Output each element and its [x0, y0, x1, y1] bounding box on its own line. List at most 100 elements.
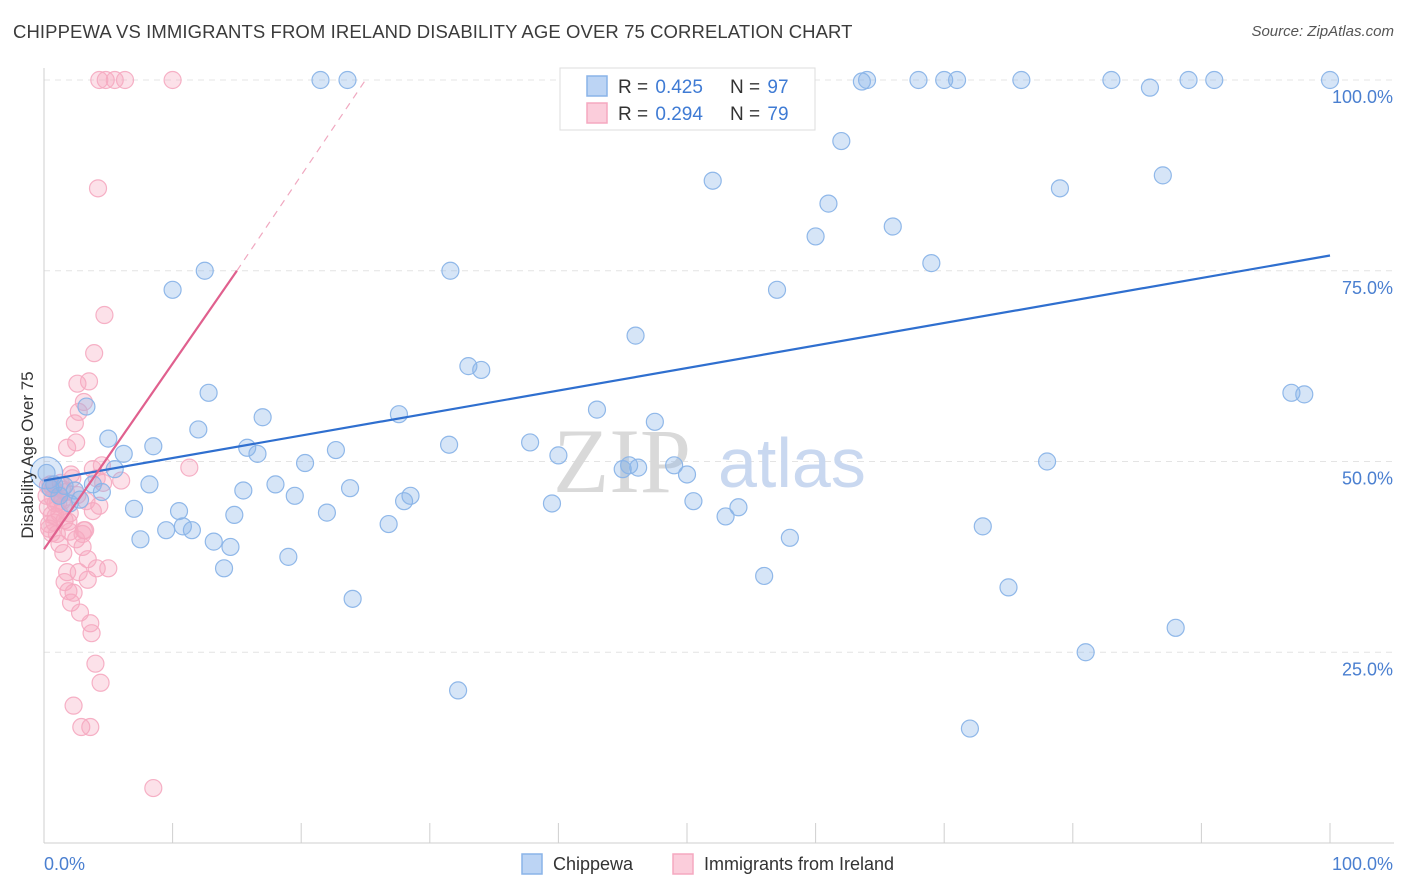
svg-text:R = 0.425: R = 0.425	[618, 77, 703, 98]
chippewa-point-76	[857, 70, 877, 90]
grid-lines	[44, 79, 1394, 653]
chippewa-point-18	[157, 521, 176, 540]
ireland-point-76	[55, 572, 74, 592]
chippewa-point-78	[909, 70, 928, 90]
x-tick-label-1: 100.0%	[1332, 854, 1393, 874]
chippewa-point-28	[221, 537, 240, 557]
axes	[43, 68, 1394, 844]
legend-swatch-chippewa	[586, 75, 608, 97]
legend-box: R = 0.425 N = 97 R = 0.294 N = 79	[559, 67, 816, 131]
legend-r-label-1: R =	[618, 77, 653, 98]
y-axis-title: Disability Age Over 75	[18, 371, 37, 538]
ireland-point-60	[58, 438, 77, 457]
bottom-legend-swatch-ireland	[672, 853, 694, 875]
y-tick-labels: 25.0% 50.0% 75.0% 100.0%	[1332, 87, 1393, 679]
ireland-point-48	[112, 471, 131, 490]
ireland-point-33	[79, 372, 99, 391]
chippewa-points	[29, 70, 1340, 738]
ireland-point-70	[42, 524, 61, 543]
chippewa-point-35	[279, 547, 298, 566]
chippewa-point-26	[204, 532, 223, 551]
chippewa-point-36	[285, 486, 304, 505]
chippewa-point-23	[189, 420, 208, 439]
chippewa-point-72	[806, 227, 825, 246]
x-tick-label-0: 0.0%	[44, 854, 85, 874]
chippewa-point-83	[973, 517, 992, 536]
ireland-point-73	[78, 550, 97, 569]
chippewa-point-87	[1050, 179, 1070, 198]
chippewa-point-8	[77, 397, 96, 416]
chippewa-point-47	[401, 486, 420, 505]
bottom-legend: Chippewa Immigrants from Ireland	[521, 853, 894, 875]
chippewa-point-55	[549, 446, 568, 465]
chippewa-point-85	[1012, 70, 1031, 90]
chippewa-point-53	[521, 433, 540, 452]
chippewa-point-82	[960, 719, 980, 738]
legend-r-label-2: R =	[618, 104, 653, 125]
chippewa-point-44	[379, 514, 398, 534]
legend-r-value-1: 0.425	[655, 77, 703, 98]
chippewa-point-49	[441, 261, 460, 280]
chippewa-point-large	[29, 456, 64, 490]
chippewa-point-90	[1140, 78, 1160, 97]
chippewa-point-40	[326, 440, 346, 460]
chippewa-point-52	[472, 360, 491, 380]
ireland-point-37	[85, 344, 104, 363]
ireland-point-49	[115, 70, 135, 90]
chippewa-point-13	[114, 444, 133, 463]
legend-r-value-2: 0.294	[655, 104, 703, 125]
bottom-legend-label-chippewa: Chippewa	[553, 854, 634, 874]
chippewa-point-88	[1076, 643, 1095, 662]
x-tick-labels: 0.0% 100.0%	[44, 854, 1393, 874]
chippewa-point-37	[295, 453, 315, 473]
chippewa-point-29	[225, 505, 244, 525]
bottom-legend-label-ireland: Immigrants from Ireland	[704, 854, 894, 874]
chippewa-point-70	[767, 280, 787, 299]
legend-n-label-2: N =	[730, 104, 765, 125]
chart-source: Source: ZipAtlas.com	[1251, 23, 1394, 40]
chippewa-point-43	[343, 589, 362, 608]
ireland-point-46	[99, 559, 118, 578]
chippewa-point-22	[182, 521, 201, 540]
chippewa-point-16	[140, 475, 159, 494]
chippewa-point-89	[1102, 70, 1121, 90]
watermark-atlas: atlas	[718, 424, 866, 502]
chippewa-point-81	[947, 70, 967, 90]
chippewa-point-69	[755, 566, 774, 586]
chippewa-point-50	[448, 681, 468, 700]
ireland-point-77	[83, 501, 102, 521]
ireland-point-38	[86, 654, 105, 673]
ireland-trend-line	[43, 270, 238, 550]
chippewa-point-41	[338, 70, 357, 90]
chippewa-point-73	[819, 194, 838, 213]
ireland-point-63	[81, 614, 100, 633]
chippewa-point-71	[780, 528, 799, 547]
chippewa-point-48	[439, 435, 459, 454]
chippewa-point-59	[626, 326, 645, 345]
chippewa-point-97	[1320, 70, 1340, 90]
trend-lines	[43, 79, 1331, 550]
legend-n-label-1: N =	[730, 77, 765, 98]
chippewa-point-34	[266, 475, 285, 494]
chippewa-point-62	[665, 456, 684, 475]
ireland-points	[37, 70, 199, 798]
chippewa-point-96	[1295, 385, 1314, 404]
chippewa-point-94	[1205, 70, 1224, 90]
ireland-point-50	[144, 778, 163, 798]
chippewa-point-14	[124, 499, 144, 518]
chippewa-trend-line	[43, 254, 1331, 482]
chippewa-point-54	[542, 494, 562, 513]
chippewa-point-38	[311, 70, 330, 90]
ireland-point-75	[67, 530, 86, 549]
chippewa-point-15	[131, 530, 150, 549]
ireland-point-52	[180, 458, 199, 477]
chippewa-point-68	[729, 498, 748, 517]
ireland-point-13	[54, 543, 73, 563]
svg-text:R = 0.294: R = 0.294	[618, 104, 703, 125]
chippewa-point-11	[99, 429, 118, 448]
chippewa-point-25	[199, 383, 218, 402]
chippewa-point-63	[677, 465, 697, 484]
chippewa-point-64	[684, 492, 703, 511]
ireland-point-51	[163, 70, 182, 90]
